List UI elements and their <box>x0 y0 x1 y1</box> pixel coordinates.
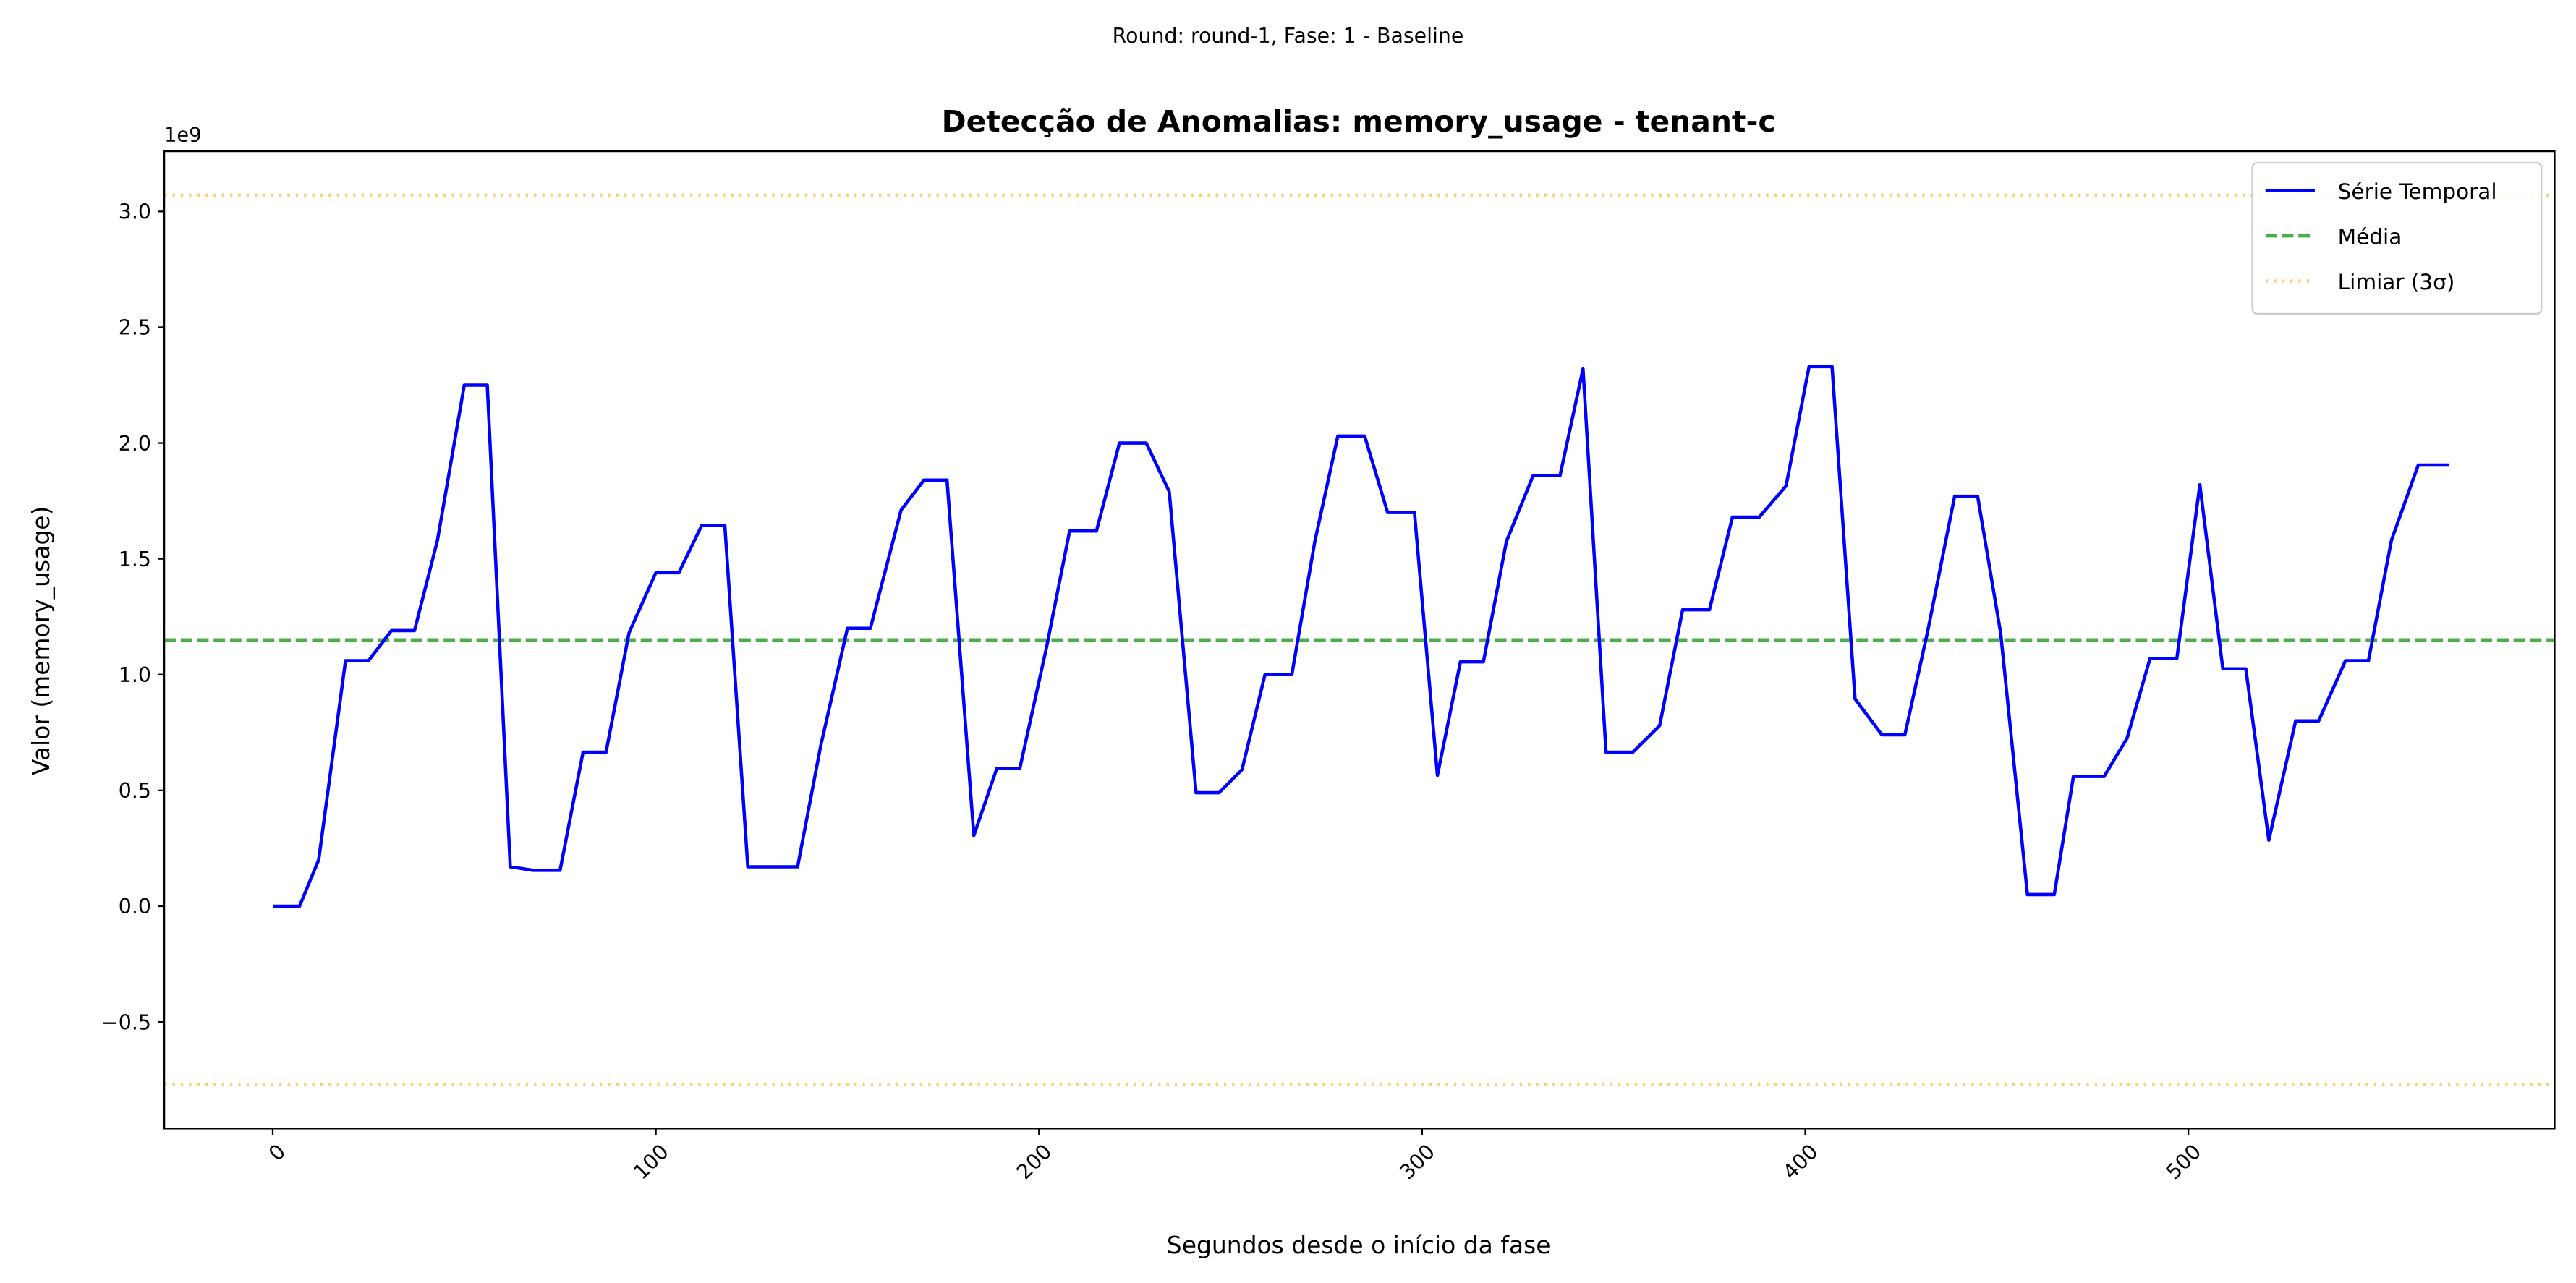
y-axis-label: Valor (memory_usage) <box>27 506 55 775</box>
legend-label: Limiar (3σ) <box>2338 270 2455 294</box>
legend-box <box>2251 161 2543 315</box>
y-tick-label: 3.0 <box>119 200 151 224</box>
suptitle: Round: round-1, Fase: 1 - Baseline <box>1113 24 1464 48</box>
y-tick-label: 0.5 <box>119 779 151 803</box>
y-tick-label: 2.5 <box>119 316 151 340</box>
y-tick-label: −0.5 <box>101 1010 151 1034</box>
x-axis-label: Segundos desde o início da fase <box>1167 1231 1551 1259</box>
plot-frame <box>163 150 2556 1130</box>
legend-label: Série Temporal <box>2338 179 2497 204</box>
y-offset-label: 1e9 <box>164 124 201 146</box>
series-line <box>272 365 2449 908</box>
y-tick-label: 1.0 <box>119 663 151 687</box>
plot-area <box>164 193 2555 1086</box>
y-tick-label: 1.5 <box>119 547 151 571</box>
legend-label: Média <box>2338 224 2402 249</box>
chart-title: Detecção de Anomalias: memory_usage - te… <box>942 104 1776 139</box>
y-tick-label: 2.0 <box>119 432 151 456</box>
y-tick-label: 0.0 <box>119 895 151 918</box>
